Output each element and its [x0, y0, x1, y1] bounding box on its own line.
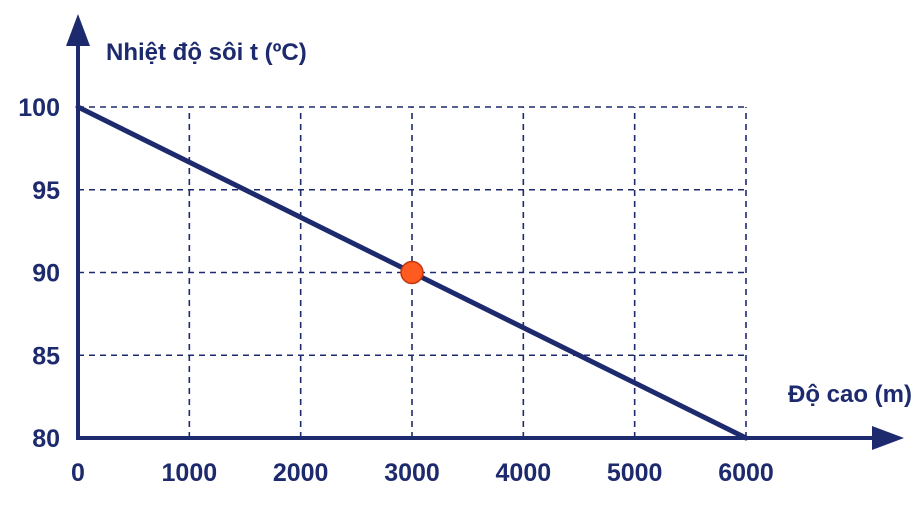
x-tick-label: 4000	[496, 459, 552, 487]
y-tick-label: 100	[18, 94, 60, 122]
x-tick-label: 2000	[273, 459, 329, 487]
y-tick-label: 80	[32, 425, 60, 453]
x-tick-label: 0	[71, 459, 85, 487]
y-axis-arrow-icon	[66, 14, 90, 46]
x-tick-label: 5000	[607, 459, 663, 487]
x-tick-label: 1000	[162, 459, 218, 487]
x-tick-label: 6000	[718, 459, 774, 487]
x-tick-label: 3000	[384, 459, 440, 487]
grid-lines	[78, 106, 747, 438]
highlight-points	[400, 260, 424, 285]
x-tick-labels: 0 1000 2000 3000 4000 5000 6000	[71, 459, 774, 487]
y-axis-title: Nhiệt độ sôi t (ºC)	[106, 39, 307, 66]
y-tick-label: 90	[32, 260, 60, 288]
x-axis-arrow-icon	[872, 426, 904, 450]
axes	[66, 14, 904, 450]
x-axis-title: Độ cao (m)	[788, 381, 912, 408]
y-tick-labels: 80 85 90 95 100	[18, 94, 60, 453]
y-tick-label: 85	[32, 342, 60, 370]
highlight-point	[400, 260, 424, 285]
y-tick-label: 95	[32, 177, 60, 205]
